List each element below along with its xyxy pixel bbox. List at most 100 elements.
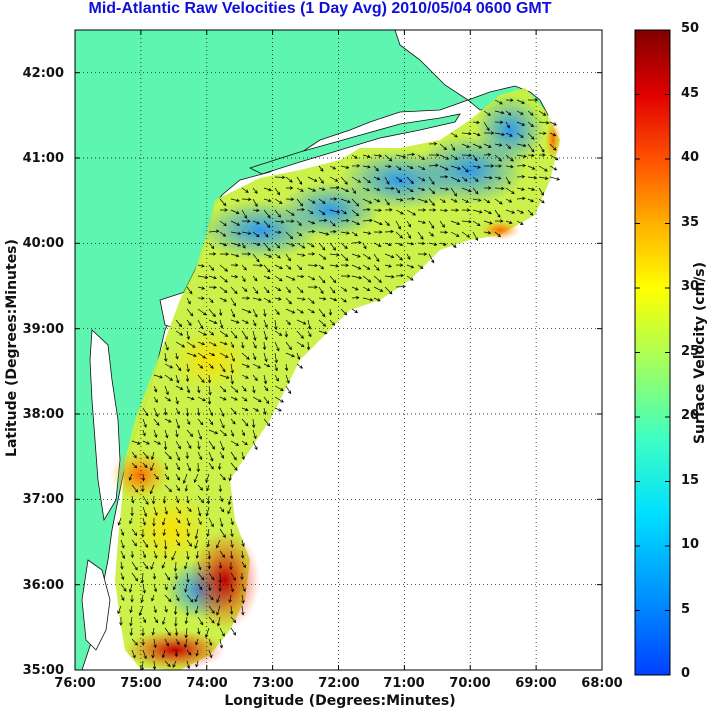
velocity-arrow <box>252 242 261 246</box>
velocity-arrow <box>351 308 359 314</box>
velocity-arrow <box>395 263 404 267</box>
velocity-arrow <box>263 374 268 385</box>
velocity-arrow <box>186 341 196 348</box>
velocity-arrow <box>450 154 459 160</box>
velocity-arrow <box>439 165 449 171</box>
velocity-arrow <box>494 231 502 238</box>
velocity-arrow <box>318 297 327 301</box>
velocity-arrow <box>208 285 217 290</box>
velocity-arrow <box>141 627 145 637</box>
velocity-arrow <box>483 209 492 215</box>
velocity-arrow <box>373 230 383 234</box>
velocity-arrow <box>494 120 504 124</box>
velocity-arrow <box>172 660 177 668</box>
velocity-arrow <box>186 418 191 426</box>
velocity-arrow <box>318 275 326 284</box>
velocity-arrow <box>163 407 168 416</box>
velocity-arrow <box>307 308 315 314</box>
velocity-arrow <box>395 165 402 171</box>
velocity-arrow <box>164 605 168 613</box>
velocity-arrow <box>153 539 158 549</box>
velocity-arrow <box>128 583 133 593</box>
velocity-arrow <box>362 275 372 283</box>
velocity-arrow <box>208 440 215 450</box>
velocity-arrow <box>296 198 304 207</box>
velocity-arrow <box>208 242 215 250</box>
velocity-arrow <box>494 132 506 137</box>
velocity-arrow <box>161 616 166 625</box>
velocity-arrow <box>274 209 281 218</box>
velocity-arrow <box>263 286 270 294</box>
velocity-arrow <box>129 605 133 614</box>
velocity-arrow <box>197 341 206 346</box>
velocity-arrow <box>274 230 282 234</box>
velocity-arrow <box>230 429 235 437</box>
velocity-arrow <box>483 164 495 168</box>
velocity-arrow <box>218 583 222 592</box>
velocity-arrow <box>162 528 166 537</box>
velocity-arrow <box>318 209 326 216</box>
velocity-arrow <box>428 220 435 229</box>
velocity-arrow <box>175 352 179 360</box>
velocity-arrow <box>241 407 249 412</box>
velocity-arrow <box>472 209 483 214</box>
velocity-arrow <box>384 198 390 206</box>
velocity-arrow <box>131 451 137 459</box>
velocity-arrow <box>219 264 228 272</box>
y-tick-label: 41:00 <box>22 151 64 166</box>
velocity-arrow <box>417 165 426 170</box>
velocity-arrow <box>130 594 134 603</box>
velocity-arrow <box>164 374 174 381</box>
velocity-arrow <box>251 418 256 429</box>
velocity-arrow <box>285 253 291 262</box>
velocity-arrow <box>164 385 169 396</box>
velocity-arrow <box>318 198 326 204</box>
colorbar-tick-label: 35 <box>681 215 700 230</box>
velocity-arrow <box>164 627 171 636</box>
velocity-arrow <box>184 561 188 570</box>
velocity-arrow <box>153 605 157 614</box>
velocity-arrow <box>241 286 248 292</box>
velocity-arrow <box>182 473 188 484</box>
velocity-arrow <box>274 407 282 412</box>
velocity-arrow <box>329 176 339 182</box>
velocity-arrow <box>230 220 241 226</box>
velocity-arrow <box>194 605 199 615</box>
velocity-arrow <box>218 484 223 493</box>
velocity-arrow <box>219 198 227 207</box>
velocity-arrow <box>472 187 479 195</box>
velocity-arrow <box>186 396 195 401</box>
velocity-arrow <box>195 649 199 657</box>
velocity-arrow <box>197 385 201 394</box>
velocity-arrow <box>240 550 245 559</box>
velocity-arrow <box>362 242 367 250</box>
velocity-arrow <box>185 605 190 617</box>
velocity-arrow <box>241 583 246 592</box>
velocity-arrow <box>152 572 157 580</box>
velocity-arrow <box>252 407 260 412</box>
low-velocity-region <box>475 95 545 165</box>
velocity-arrow <box>208 594 214 601</box>
velocity-arrow <box>175 363 182 372</box>
velocity-arrow <box>395 198 404 202</box>
velocity-arrow <box>505 98 514 102</box>
velocity-arrow <box>329 197 338 201</box>
velocity-arrow <box>318 264 325 270</box>
velocity-arrow <box>208 616 215 624</box>
velocity-arrow <box>395 273 405 278</box>
velocity-arrow <box>241 605 245 616</box>
velocity-arrow <box>263 319 268 329</box>
y-tick-label: 35:00 <box>22 663 64 678</box>
velocity-arrow <box>472 231 479 241</box>
velocity-arrow <box>219 297 228 302</box>
velocity-arrow <box>450 143 456 151</box>
velocity-arrow <box>120 572 125 581</box>
velocity-arrow <box>140 594 144 603</box>
velocity-arrow <box>186 506 192 512</box>
mid-velocity-region <box>170 330 250 390</box>
velocity-arrow <box>351 187 356 194</box>
velocity-arrow <box>428 231 434 237</box>
velocity-arrow <box>197 429 203 440</box>
velocity-arrow <box>163 539 168 550</box>
velocity-arrow <box>483 176 493 180</box>
